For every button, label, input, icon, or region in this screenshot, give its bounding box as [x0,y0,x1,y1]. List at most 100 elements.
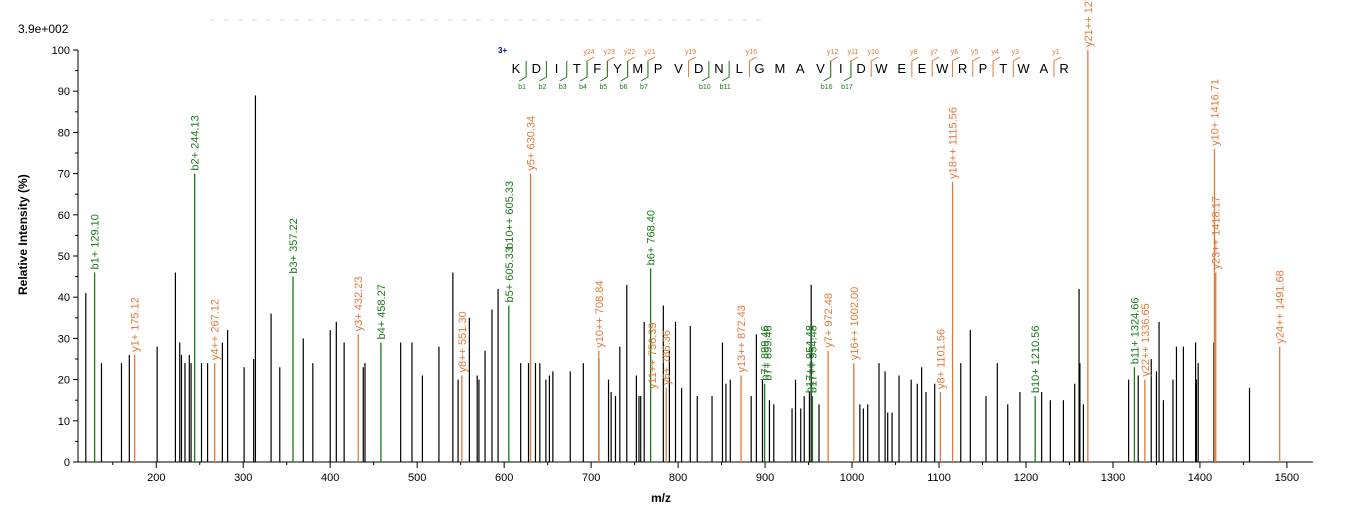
peak-label: y23++ 1418.17 [1211,196,1223,269]
y-tick-label: 50 [58,251,70,263]
peak-label: y24++ 1491.68 [1275,270,1287,343]
y-tick-label: 70 [58,169,70,181]
b-ion-bracket [823,61,832,82]
y-ion-bracket [688,56,696,77]
b-ion-tag: b17 [841,84,853,91]
y-ion-tag: y8 [910,49,918,56]
y-tick-label: 40 [58,292,70,304]
y-ion-bracket [972,56,980,77]
y-ion-bracket [931,56,940,77]
x-tick-label: 900 [756,472,774,484]
peak-label: y3+ 432.23 [353,277,365,332]
peak-label: y10++ 708.84 [594,280,606,347]
peaks-group [85,50,1281,462]
peak-label: b7+ 899.46 [760,325,772,380]
peak-labels-group: b1+ 129.10 b2+ 244.13 b3+ 357.22 b4+ 458.27… [90,0,1287,393]
b-ion-tag: b4 [579,84,587,91]
y-ion-bracket [1053,56,1062,77]
sequence-residue: I [839,61,843,76]
peak-label: y7+ 972.48 [823,293,835,348]
b-ion-bracket [640,61,649,82]
peak-label: b4+ 458.27 [376,284,388,339]
b-ion-tag: b3 [559,84,567,91]
b-ion-bracket [701,61,710,82]
b-ion-tag: b6 [620,84,628,91]
peak-label: b7+ 899.46 [763,325,775,380]
y-tick-label: 100 [52,45,70,57]
peak-label: y22++ 1336.65 [1140,303,1152,376]
sequence-residue: M [774,61,785,76]
y-ion-bracket [911,56,920,77]
sequence-residue: Y [613,61,622,76]
y-ion-tag: y22 [624,49,635,56]
y-ion-tag: y10 [868,49,879,56]
y-ion-tag: y5 [971,49,979,56]
sequence-residue: A [1039,61,1048,76]
x-tick-label: 1400 [1188,472,1212,484]
x-tick-label: 1200 [1014,472,1038,484]
y-tick-label: 60 [58,210,70,222]
peak-label: y13++ 872.43 [736,305,748,372]
sequence-residue: V [816,61,825,76]
sequence-residue: E [897,61,906,76]
y-ion-tag: y21 [644,49,655,56]
peak-label: y6+ 786.36 [661,330,673,385]
sequence-residue: K [512,61,521,76]
sequence-residue: E [918,61,927,76]
x-tick-label: 600 [495,472,513,484]
peak-label: y11++ 756.39 [647,322,659,388]
x-tick-label: 500 [408,472,426,484]
sequence-residue: D [856,61,865,76]
peak-label: b17++ 954.48 [807,325,819,393]
x-axis-title: m/z [651,491,671,505]
x-tick-label: 800 [669,472,687,484]
y-ion-tag: y1 [1052,49,1060,56]
peak-label: y5+ 630.34 [526,116,538,171]
y-ion-bracket [830,56,838,77]
y-tick-label: 30 [58,333,70,345]
peak-label: y8+ 1101.56 [935,329,947,389]
y-ion-bracket [992,56,1001,77]
y-axis-title: Relative Intensity (%) [16,174,30,295]
b-ion-tag: b1 [518,84,526,91]
max-intensity-label: 3.9e+002 [18,22,69,36]
b-ion-bracket [518,61,527,82]
y-ion-tag: y3 [1012,49,1020,56]
x-tick-label: 200 [147,472,165,484]
y-ion-bracket [951,56,960,77]
sequence-residue: R [958,61,967,76]
b-ion-bracket [843,61,852,82]
x-tick-label: 1300 [1101,472,1125,484]
y-tick-label: 80 [58,127,70,139]
y-ion-tag: y23 [604,49,615,56]
y-ion-bracket [748,56,757,77]
y-ion-tag: y19 [685,49,696,56]
peak-label: y10+ 1416.71 [1209,79,1221,146]
sequence-residue: T [573,61,581,76]
y-ion-tag: y4 [991,49,999,56]
y-ion-tag: y7 [930,49,938,56]
peak-label: b2+ 244.13 [190,115,202,170]
sequence-residue: R [1059,61,1068,76]
b-ion-bracket [539,61,547,82]
charge-label: 3+ [498,46,507,55]
axes-group: 0 10 20 30 40 50 60 70 80 90 100 200 300 400 500 600 700… [52,45,1313,484]
sequence-residue: F [593,61,601,76]
sequence-residue: V [674,61,683,76]
sequence-residue: I [555,61,559,76]
b-ion-tag: b10 [699,84,711,91]
sequence-residue: L [736,61,743,76]
x-tick-label: 1500 [1275,472,1299,484]
peak-label: b1+ 129.10 [90,214,102,269]
b-ion-bracket [721,61,730,82]
b-ion-bracket [559,61,568,82]
sequence-residue: W [1017,61,1030,76]
peak-label: b5+ 605.33 [504,247,516,302]
sequence-residue: P [654,61,663,76]
peak-label: b10+ 1210.56 [1030,325,1042,393]
y-ion-bracket [1012,56,1021,77]
sequence-residue: W [936,61,949,76]
x-tick-label: 700 [582,472,600,484]
